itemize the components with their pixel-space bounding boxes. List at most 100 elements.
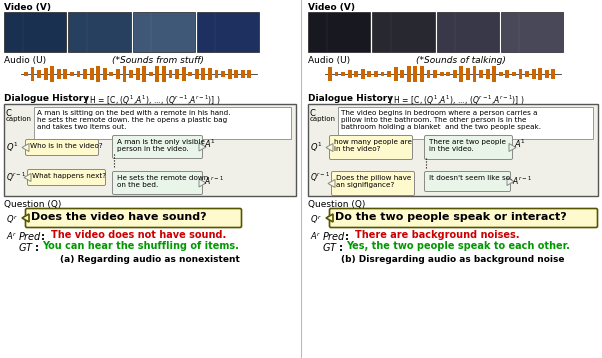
Text: $\it{Pred}$:: $\it{Pred}$:	[18, 230, 45, 242]
Text: (*Sounds from stuff): (*Sounds from stuff)	[112, 56, 204, 65]
Bar	[70, 72, 74, 76]
Bar	[202, 68, 205, 80]
Text: The video does not have sound.: The video does not have sound.	[51, 230, 226, 240]
Bar	[486, 69, 489, 79]
Bar	[551, 69, 555, 79]
Bar	[241, 69, 245, 78]
FancyBboxPatch shape	[424, 171, 510, 192]
Text: Question (Q): Question (Q)	[308, 200, 365, 209]
Text: $Q^1$: $Q^1$	[6, 141, 19, 154]
Bar	[247, 70, 251, 78]
Polygon shape	[326, 144, 333, 151]
Text: (b) Disregarding audio as background noise: (b) Disregarding audio as background noi…	[341, 255, 565, 264]
Bar	[4, 12, 66, 52]
Text: caption: caption	[310, 116, 336, 122]
Text: $\it{GT}$ :: $\it{GT}$ :	[18, 241, 40, 253]
Text: how many people are
in the video?: how many people are in the video?	[334, 139, 412, 152]
Bar	[103, 68, 107, 80]
Bar	[195, 69, 199, 79]
Bar	[4, 104, 296, 196]
Text: $A^r$: $A^r$	[6, 230, 17, 242]
Polygon shape	[24, 174, 31, 182]
Bar	[31, 68, 34, 81]
Text: Audio (U): Audio (U)	[4, 56, 46, 65]
Bar	[63, 69, 67, 79]
Text: $Q^1$: $Q^1$	[310, 141, 323, 154]
Bar	[96, 66, 100, 82]
Bar	[116, 69, 120, 79]
Bar	[90, 68, 93, 80]
Text: caption: caption	[6, 116, 32, 122]
Text: $Q^{r-1}$: $Q^{r-1}$	[6, 171, 26, 184]
Text: $A^{r-1}$: $A^{r-1}$	[512, 175, 532, 187]
Bar	[149, 72, 153, 76]
Bar	[492, 66, 496, 82]
Bar	[512, 72, 516, 76]
FancyBboxPatch shape	[113, 171, 202, 194]
Text: There are two people
in the video.: There are two people in the video.	[429, 139, 506, 152]
Text: (a) Regarding audio as nonexistent: (a) Regarding audio as nonexistent	[60, 255, 240, 264]
Bar	[439, 72, 444, 76]
Bar	[34, 107, 291, 139]
Text: A man is the only visible
person in the video.: A man is the only visible person in the …	[117, 139, 205, 152]
Bar	[132, 12, 195, 52]
Text: $Q^{r-1}$: $Q^{r-1}$	[310, 171, 330, 184]
Bar	[169, 70, 172, 78]
Text: There are background noises.: There are background noises.	[355, 230, 520, 240]
FancyBboxPatch shape	[332, 171, 415, 195]
Bar	[545, 70, 548, 78]
Bar	[308, 104, 598, 196]
Bar	[221, 71, 225, 77]
Bar	[214, 69, 219, 78]
Bar	[355, 71, 358, 77]
Bar	[518, 69, 523, 79]
Text: Video (V): Video (V)	[4, 3, 51, 12]
Bar	[433, 71, 437, 77]
Text: C: C	[6, 109, 12, 118]
Text: $A^r$: $A^r$	[310, 230, 321, 242]
Bar	[188, 72, 192, 76]
Text: You can hear the shuffling of items.: You can hear the shuffling of items.	[42, 241, 239, 251]
Bar	[420, 66, 424, 82]
Polygon shape	[199, 179, 206, 187]
Text: $\it{GT}$ :: $\it{GT}$ :	[322, 241, 344, 253]
Bar	[175, 69, 179, 79]
Polygon shape	[22, 144, 29, 151]
FancyBboxPatch shape	[329, 208, 598, 227]
FancyBboxPatch shape	[25, 208, 241, 227]
Text: Question (Q): Question (Q)	[4, 200, 61, 209]
Text: $A^1$: $A^1$	[204, 138, 216, 150]
Text: (*Sounds of talking): (*Sounds of talking)	[416, 56, 506, 65]
FancyBboxPatch shape	[329, 135, 412, 160]
Bar	[37, 70, 41, 78]
Bar	[328, 67, 332, 81]
Bar	[208, 68, 212, 80]
Bar	[361, 69, 365, 79]
Bar	[110, 72, 113, 77]
Bar	[499, 72, 503, 76]
Text: Do the two people speak or interact?: Do the two people speak or interact?	[335, 212, 566, 222]
Bar	[335, 72, 338, 76]
Bar	[479, 69, 483, 78]
Bar	[414, 66, 417, 82]
Polygon shape	[199, 143, 206, 151]
Bar	[400, 69, 404, 78]
Polygon shape	[509, 144, 516, 151]
Bar	[123, 66, 126, 82]
Bar	[129, 70, 133, 78]
Text: Dialogue History: Dialogue History	[308, 94, 393, 103]
Bar	[380, 72, 385, 76]
Bar	[453, 70, 457, 78]
Text: Yes, the two people speak to each other.: Yes, the two people speak to each other.	[346, 241, 570, 251]
Bar	[68, 12, 131, 52]
Bar	[473, 66, 476, 82]
Bar	[155, 66, 160, 82]
Bar	[387, 71, 391, 77]
Bar	[44, 68, 48, 80]
Polygon shape	[507, 178, 514, 185]
Bar	[83, 69, 87, 79]
Bar	[525, 71, 529, 77]
Bar	[532, 69, 536, 79]
FancyBboxPatch shape	[28, 169, 105, 185]
Bar	[506, 70, 509, 78]
